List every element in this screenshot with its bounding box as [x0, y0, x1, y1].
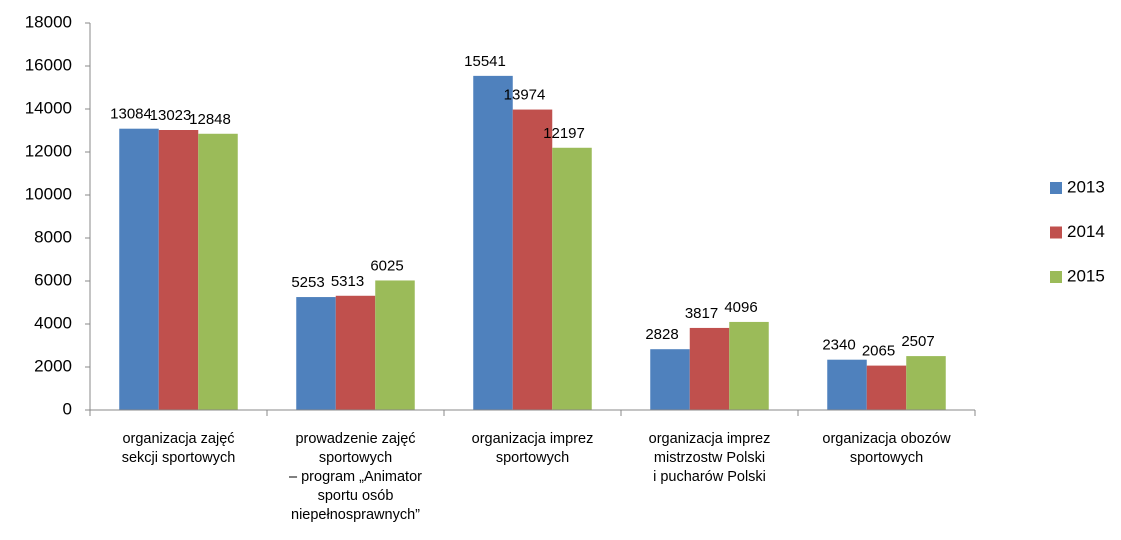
- bar: [729, 321, 769, 410]
- bar: [552, 147, 592, 410]
- value-label: 2828: [645, 326, 678, 343]
- y-tick-label: 4000: [34, 313, 72, 332]
- bar: [158, 130, 199, 410]
- value-label: 3817: [685, 305, 718, 322]
- legend-swatch: [1050, 271, 1062, 283]
- bar: [689, 327, 730, 410]
- legend-swatch: [1050, 226, 1062, 239]
- bar: [866, 365, 907, 410]
- value-label: 6025: [370, 257, 403, 274]
- value-label: 2340: [822, 337, 855, 354]
- y-tick-label: 8000: [34, 227, 72, 246]
- y-tick-label: 18000: [25, 12, 72, 31]
- legend-label: 2014: [1067, 222, 1105, 241]
- y-tick-label: 12000: [25, 141, 72, 160]
- bar: [512, 109, 553, 411]
- y-tick-label: 16000: [25, 55, 72, 74]
- bar: [473, 75, 513, 410]
- x-tick-label: organizacja imprez mistrzostw Polski i puc…: [649, 431, 771, 485]
- x-tick-label: organizacja zajęć sekcji sportowych: [122, 431, 236, 466]
- y-tick-label: 10000: [25, 184, 72, 203]
- x-tick-label: prowadzenie zajęć sportowych – program „An…: [289, 431, 422, 523]
- bar: [906, 356, 946, 410]
- legend-label: 2015: [1067, 266, 1105, 285]
- value-label: 12197: [543, 125, 585, 142]
- y-tick-label: 2000: [34, 356, 72, 375]
- y-tick-label: 14000: [25, 98, 72, 117]
- bar: [119, 128, 159, 410]
- value-label: 13974: [504, 87, 546, 104]
- x-tick-label: organizacja obozów sportowych: [822, 431, 951, 466]
- value-label: 5253: [291, 274, 324, 291]
- legend-label: 2013: [1067, 177, 1105, 196]
- value-label: 12848: [189, 111, 231, 128]
- value-label: 2065: [862, 343, 895, 360]
- value-label: 13023: [150, 107, 192, 124]
- y-tick-label: 0: [63, 399, 72, 418]
- x-tick-label: organizacja imprez sportowych: [472, 431, 594, 466]
- bar: [650, 349, 690, 410]
- bar: [296, 297, 336, 410]
- value-label: 15541: [464, 53, 506, 70]
- bar: [198, 133, 238, 410]
- bar: [335, 295, 376, 410]
- y-tick-label: 6000: [34, 270, 72, 289]
- value-label: 4096: [724, 299, 757, 316]
- value-label: 5313: [331, 273, 364, 290]
- legend-swatch: [1050, 182, 1062, 194]
- value-label: 2507: [901, 333, 934, 350]
- bar: [827, 359, 867, 410]
- value-label: 13084: [110, 106, 152, 123]
- bar: [375, 280, 415, 410]
